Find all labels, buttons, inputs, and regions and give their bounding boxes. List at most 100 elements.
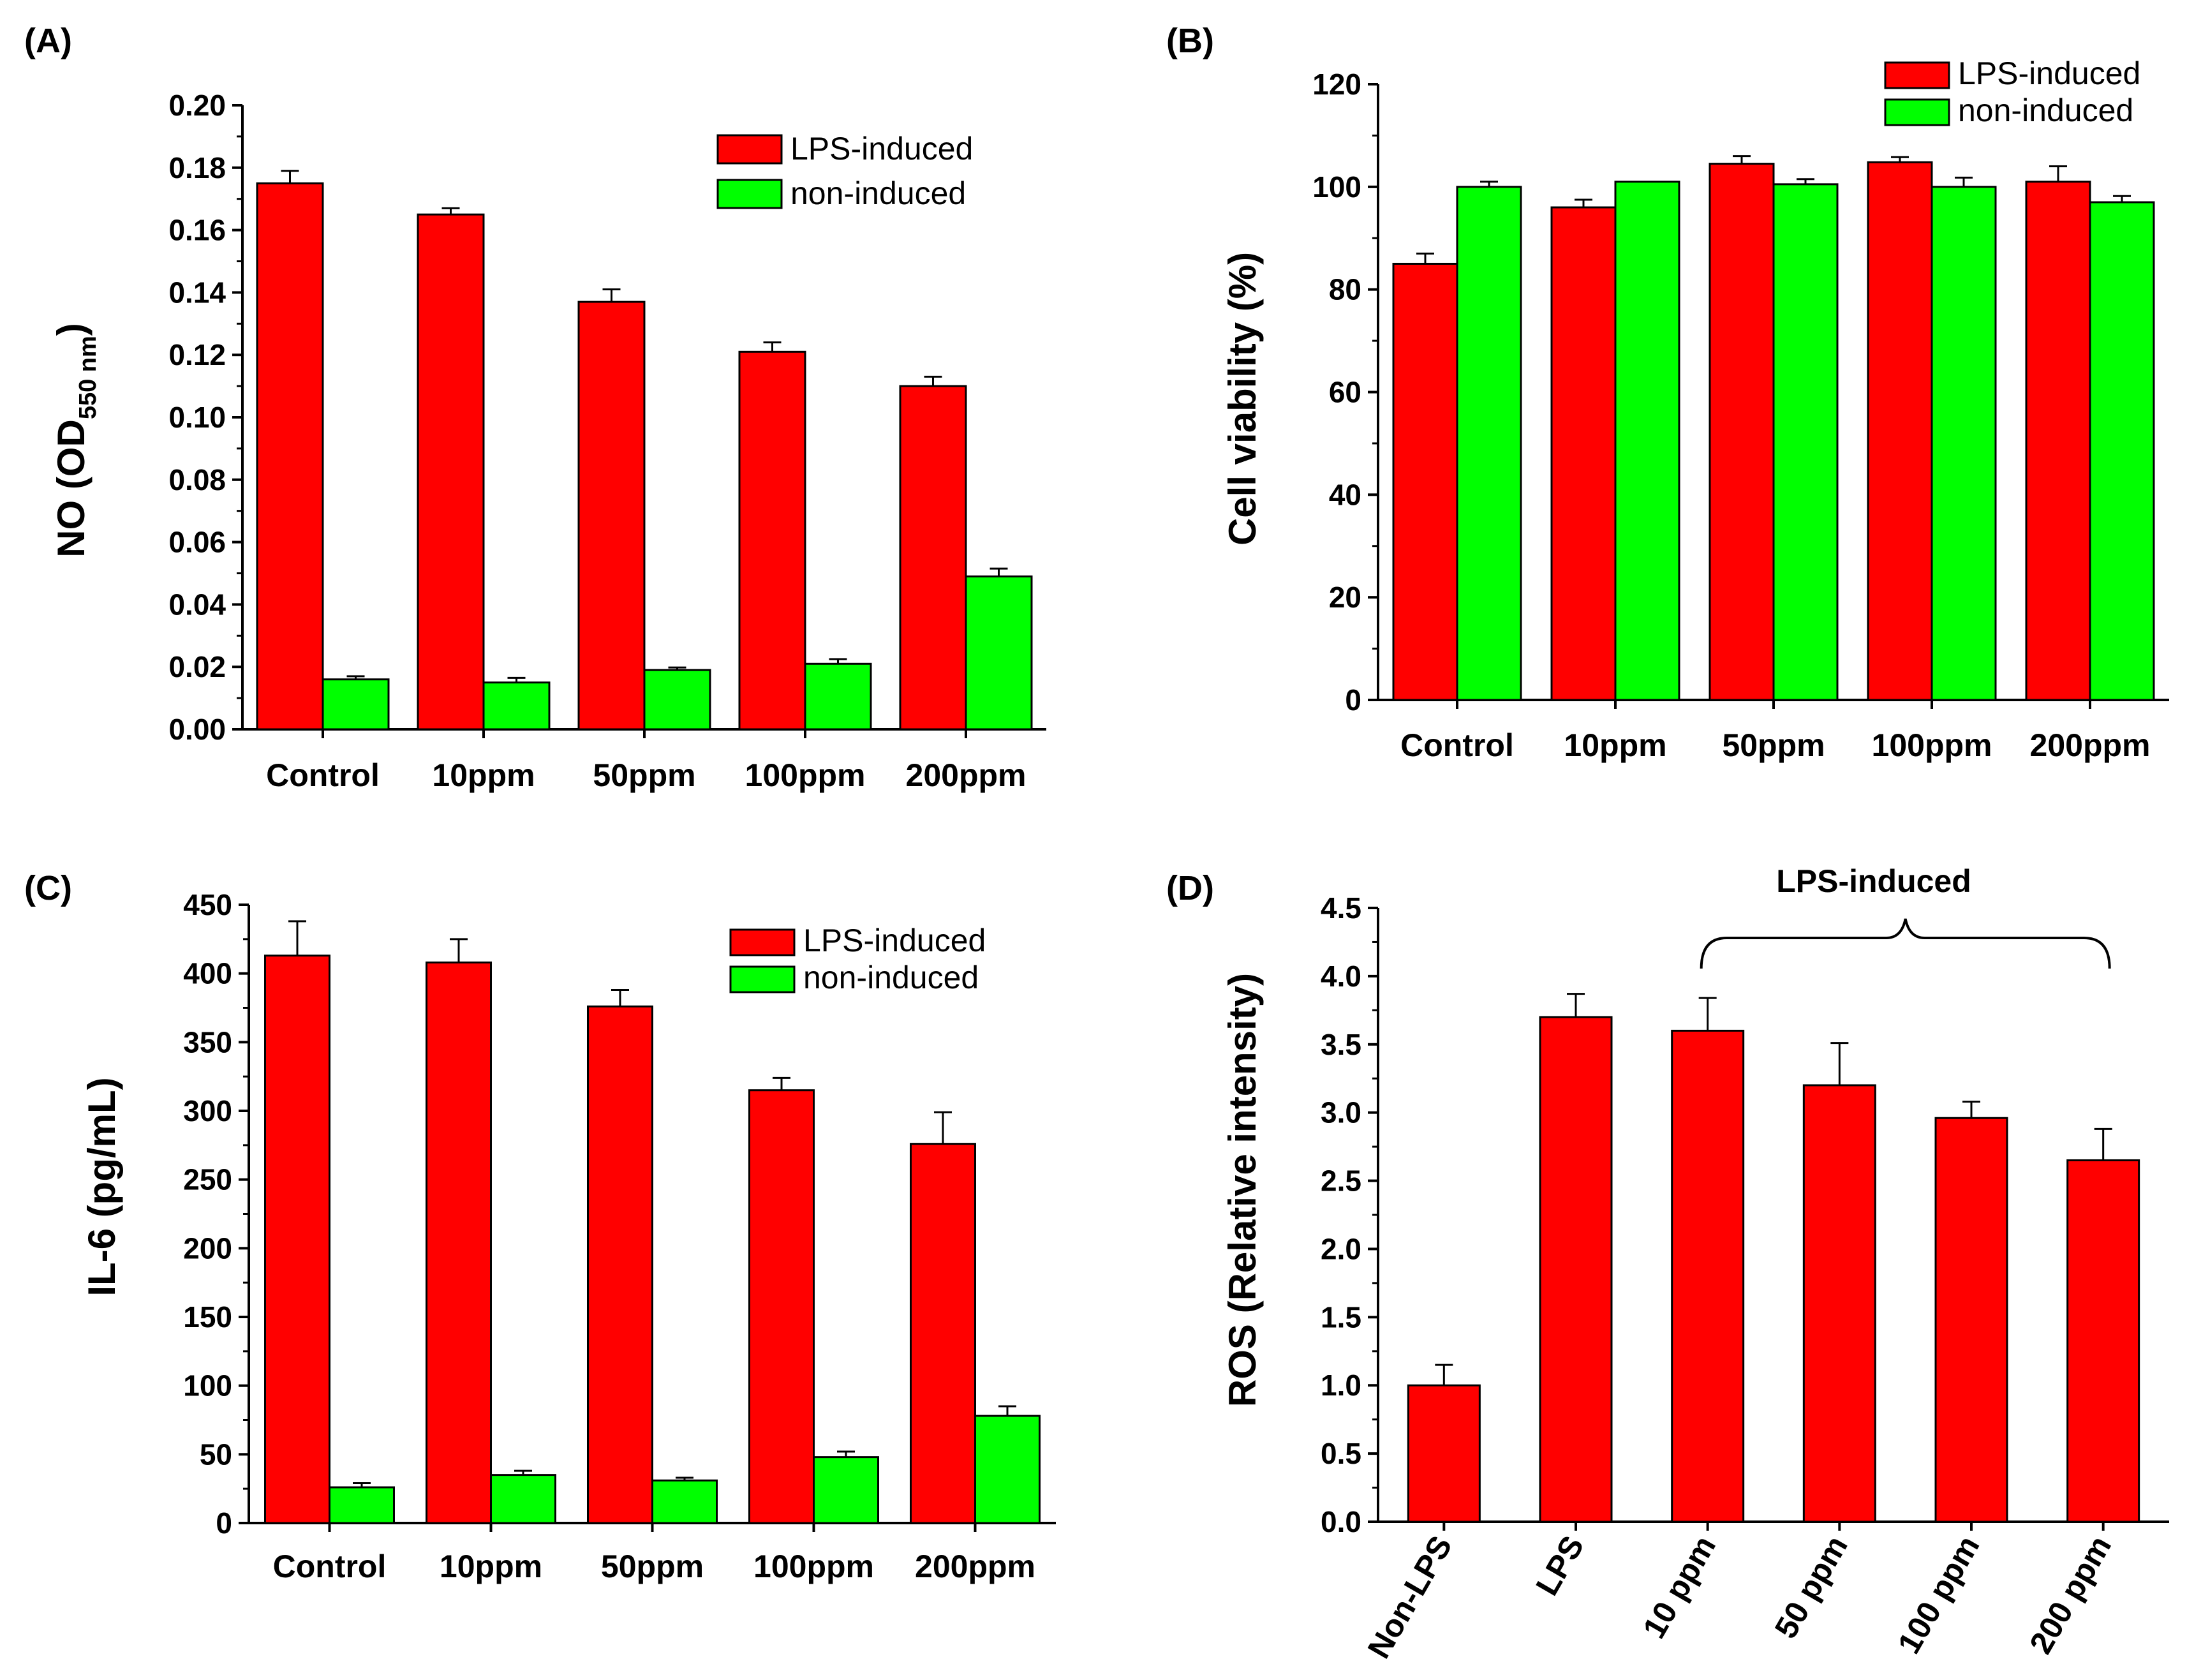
panel-a-bar: [899, 385, 967, 731]
panel-c-bar: [813, 1456, 879, 1524]
panel-a-y-tick-label: 0.04: [168, 588, 226, 621]
panel-b-x-tick-label: 100ppm: [1872, 727, 1992, 763]
panel-a-legend-label: non-induced: [790, 175, 966, 211]
panel-b-x-tick-label: 200ppm: [2030, 727, 2151, 763]
panel-a-x-tick-label: 10ppm: [432, 757, 535, 793]
panel-c-x-tick-label: Control: [273, 1549, 387, 1584]
panel-b-legend-swatch: [1884, 98, 1950, 126]
panel-c-x-tick-label: 200ppm: [915, 1549, 1035, 1584]
panel-d-x-tick-label: 100 ppm: [1891, 1530, 1987, 1660]
panel-c-bar: [748, 1089, 815, 1524]
panel-d-y-tick-label: 1.0: [1321, 1369, 1361, 1402]
panel-c-y-tick-label: 450: [183, 888, 232, 921]
panel-a-y-tick-label: 0.14: [168, 276, 226, 309]
panel-a-bar: [965, 575, 1033, 731]
panel-c-x-tick-label: 50ppm: [601, 1549, 704, 1584]
panel-a-bar: [643, 669, 711, 731]
panel-c-y-axis-title: IL-6 (pg/mL): [80, 1077, 123, 1296]
panel-d-bracket: [1700, 918, 2111, 969]
panel-a-y-tick-label: 0.12: [168, 338, 226, 371]
panel-a-bar: [256, 182, 324, 731]
panel-d-x-tick-label: 10 ppm: [1636, 1530, 1723, 1645]
panel-d-x-tick-label: 200 ppm: [2022, 1530, 2118, 1660]
panel-d-bar: [1934, 1117, 2008, 1523]
panel-b-x-tick-label: 50ppm: [1722, 727, 1825, 763]
panel-b: (B) Cell viability (%) 0 20 40 60 80 100 120 Co…: [1166, 22, 2169, 763]
panel-a-bar: [738, 350, 806, 731]
panel-d-bar: [1539, 1016, 1613, 1523]
panel-b-y-tick-label: 20: [1329, 581, 1361, 614]
panel-b-y-tick-label: 0: [1345, 683, 1361, 717]
panel-c-y-tick-label: 300: [183, 1094, 232, 1127]
panel-b-bar: [1550, 206, 1617, 701]
panel-b-x-tick-label: 10ppm: [1564, 727, 1666, 763]
panel-b-y-axis-title: Cell viability (%): [1221, 252, 1264, 546]
panel-b-y-tick-label: 100: [1312, 170, 1361, 204]
panel-d-bar: [1802, 1084, 1876, 1523]
panel-c-bar: [426, 961, 492, 1524]
panel-a-y-tick-label: 0.20: [168, 89, 226, 122]
panel-b-bar: [1931, 186, 1997, 701]
panel-a-x-tick-label: 200ppm: [906, 757, 1027, 793]
panel-d-y-axis-title: ROS (Relative intensity): [1221, 973, 1264, 1407]
panel-c-bar: [587, 1005, 653, 1524]
panel-b-bar: [1456, 186, 1522, 701]
panel-c-legend-swatch: [729, 965, 796, 993]
panel-c-y-tick-label: 250: [183, 1163, 232, 1196]
panel-c-label: (C): [24, 869, 72, 907]
panel-a-legend-swatch: [716, 134, 783, 165]
panel-a-x-tick-label: Control: [266, 757, 380, 793]
panel-a-y-tick-label: 0.00: [168, 713, 226, 746]
panel-a-y-tick-label: 0.10: [168, 401, 226, 434]
panel-c-x-tick-label: 100ppm: [753, 1549, 874, 1584]
panel-a-y-tick-label: 0.16: [168, 214, 226, 247]
panel-c-legend-label: non-induced: [803, 960, 979, 995]
panel-b-bar: [2025, 181, 2091, 701]
panel-a-y-tick-label: 0.18: [168, 151, 226, 184]
panel-b-legend-label: non-induced: [1958, 93, 2133, 128]
panel-d-y-tick-label: 1.5: [1321, 1300, 1361, 1334]
panel-c-bar: [651, 1479, 718, 1524]
panel-d-y-tick-label: 2.0: [1321, 1232, 1361, 1265]
panel-c-legend-swatch: [729, 928, 796, 956]
panel-c: (C) IL-6 (pg/mL) 0 50 100 150 200 250 300 350 40…: [24, 869, 1056, 1584]
panel-c-y-tick-label: 350: [183, 1025, 232, 1059]
panel-b-label: (B): [1166, 22, 1214, 60]
panel-d-y-tick-label: 4.0: [1321, 960, 1361, 993]
panel-a-x-tick-label: 50ppm: [593, 757, 695, 793]
panel-d-y-tick-label: 3.5: [1321, 1028, 1361, 1061]
panel-b-legend-label: LPS-induced: [1958, 56, 2140, 91]
panel-b-y-tick-label: 80: [1329, 273, 1361, 306]
panel-d-bracket-label: LPS-induced: [1776, 863, 1971, 899]
panel-a-legend-swatch: [716, 179, 783, 209]
panel-c-y-tick-label: 400: [183, 957, 232, 990]
panel-c-legend-label: LPS-induced: [803, 923, 986, 958]
panel-c-y-tick-label: 0: [216, 1506, 232, 1540]
panel-b-bar: [1392, 262, 1458, 701]
panel-c-y-tick-label: 150: [183, 1300, 232, 1334]
panel-d-x-tick-label: Non-LPS: [1361, 1530, 1459, 1665]
panel-c-y-tick-label: 200: [183, 1231, 232, 1265]
panel-c-bar: [264, 955, 330, 1524]
panel-a-y-tick-label: 0.06: [168, 526, 226, 559]
panel-d-y-tick-label: 2.5: [1321, 1164, 1361, 1198]
panel-a: (A) NO (OD550 nm) 0.00 0.02 0.04 0.06 0.08 0.…: [24, 22, 1046, 793]
panel-d-y-tick-label: 3.0: [1321, 1096, 1361, 1129]
panel-c-y-tick-label: 100: [183, 1369, 232, 1402]
panel-d-bar: [1407, 1384, 1481, 1523]
panel-b-legend-swatch: [1884, 61, 1950, 89]
panel-b-y-tick-label: 40: [1329, 478, 1361, 511]
panel-c-x-tick-label: 10ppm: [440, 1549, 542, 1584]
panel-d-y-tick-label: 0.5: [1321, 1437, 1361, 1470]
panel-a-y-tick-label: 0.08: [168, 463, 226, 496]
panel-c-bar: [490, 1474, 556, 1524]
panel-d-x-tick-label: 50 ppm: [1768, 1530, 1855, 1645]
panel-b-y-tick-label: 120: [1312, 68, 1361, 101]
panel-b-bar: [1772, 183, 1839, 701]
panel-a-legend-label: LPS-induced: [790, 131, 973, 167]
panel-a-y-axis-title-close: ): [50, 323, 93, 336]
panel-d-x-tick-label: LPS: [1529, 1530, 1590, 1602]
panel-a-bar: [322, 678, 390, 731]
